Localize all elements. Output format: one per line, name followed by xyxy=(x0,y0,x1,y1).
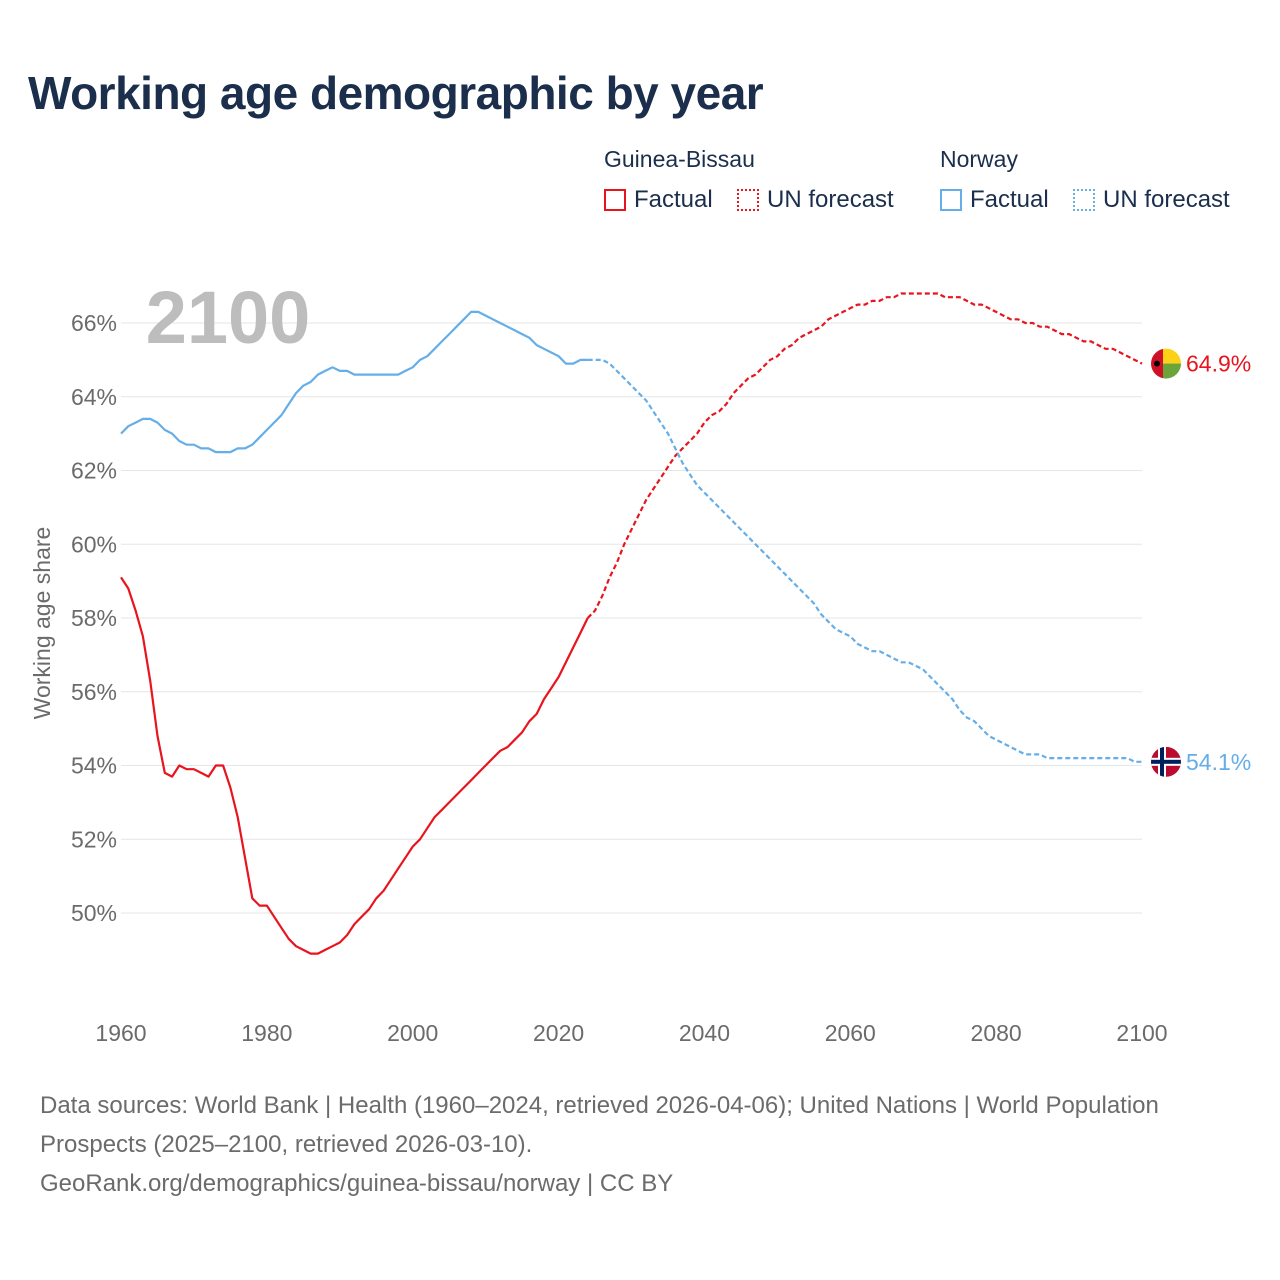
footer: Data sources: World Bank | Health (1960–… xyxy=(40,1086,1240,1203)
x-tick-label: 1980 xyxy=(241,1020,292,1046)
dotted-line-swatch-icon xyxy=(1073,189,1095,211)
legend-label: UN forecast xyxy=(767,186,894,213)
source-link[interactable]: GeoRank.org/demographics/guinea-bissau/n… xyxy=(40,1170,674,1197)
legend-guinea-bissau-factual[interactable]: Factual xyxy=(604,186,713,214)
y-tick-label: 60% xyxy=(71,531,117,557)
y-axis-label: Working age share xyxy=(29,527,55,720)
data-sources-text: Data sources: World Bank | Health (1960–… xyxy=(40,1092,1159,1158)
x-tick-label: 2080 xyxy=(971,1020,1022,1046)
legend-country-norway: Norway xyxy=(940,146,1018,172)
series-line-factual-norway[interactable] xyxy=(120,310,588,454)
legend-country-guinea-bissau: Guinea-Bissau xyxy=(604,146,755,172)
y-tick-label: 52% xyxy=(71,826,117,852)
legend-label: Factual xyxy=(634,186,713,213)
solid-line-swatch-icon xyxy=(940,189,962,211)
x-tick-label: 2100 xyxy=(1116,1020,1167,1046)
legend-label: UN forecast xyxy=(1103,186,1230,213)
y-tick-label: 56% xyxy=(71,679,117,705)
y-tick-label: 66% xyxy=(71,310,117,336)
series-line-factual-guinea-bissau[interactable] xyxy=(120,576,589,955)
end-value-label: 54.1% xyxy=(1186,749,1251,775)
legend-guinea-bissau-forecast[interactable]: UN forecast xyxy=(737,186,894,214)
legend-norway-factual[interactable]: Factual xyxy=(940,186,1049,214)
dotted-line-swatch-icon xyxy=(737,189,759,211)
legend-label: Factual xyxy=(970,186,1049,213)
legend-norway-forecast[interactable]: UN forecast xyxy=(1073,186,1230,214)
end-value-label: 64.9% xyxy=(1186,351,1251,377)
series-line-forecast-guinea-bissau[interactable] xyxy=(586,292,1143,619)
y-tick-label: 50% xyxy=(71,900,117,926)
x-tick-label: 2060 xyxy=(825,1020,876,1046)
chart-title: Working age demographic by year xyxy=(28,67,764,119)
x-tick-label: 2000 xyxy=(387,1020,438,1046)
x-tick-label: 2020 xyxy=(533,1020,584,1046)
y-tick-label: 62% xyxy=(71,458,117,484)
y-tick-label: 54% xyxy=(71,753,117,779)
line-chart: 2100 Working age share 50% 52% 54% 56% 58% 60… xyxy=(29,276,1251,1046)
solid-line-swatch-icon xyxy=(604,189,626,211)
norway-flag-icon xyxy=(1151,746,1181,777)
y-tick-label: 58% xyxy=(71,605,117,631)
x-tick-label: 1960 xyxy=(95,1020,146,1046)
y-tick-label: 64% xyxy=(71,384,117,410)
x-tick-label: 2040 xyxy=(679,1020,730,1046)
series-line-forecast-norway[interactable] xyxy=(587,358,1142,763)
year-watermark: 2100 xyxy=(146,276,311,359)
guinea-bissau-flag-icon xyxy=(1151,348,1181,379)
